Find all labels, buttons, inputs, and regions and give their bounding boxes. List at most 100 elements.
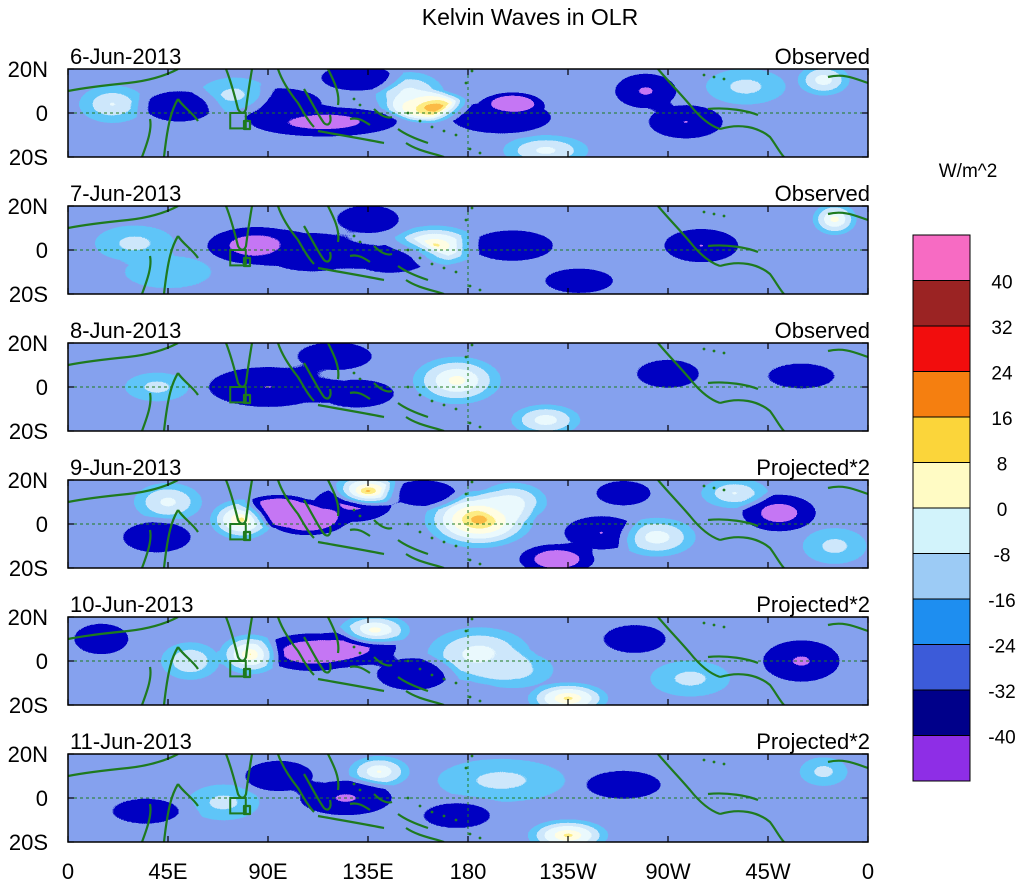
anomaly-blob [379,480,468,511]
panel-mode: Projected*2 [756,592,870,617]
map-panel: 20N 0 20S 6-Jun-2013 Observed [8,44,870,170]
chart-title: Kelvin Waves in OLR [422,4,638,30]
panel-date: 7-Jun-2013 [70,181,181,206]
colorbar-label: -40 [988,728,1015,749]
anomaly-blob [696,69,795,109]
y-tick-label: 20S [9,145,48,170]
y-tick-label: 20S [9,693,48,718]
reference-box [229,797,247,815]
x-tick-label: 0 [62,859,74,884]
colorbar-label: 32 [991,318,1012,339]
y-tick-label: 0 [36,512,48,537]
anomaly-blob [636,99,735,144]
reference-box [229,249,247,267]
colorbar-swatch [912,234,971,281]
panel-date: 6-Jun-2013 [70,44,181,69]
x-tick-label: 135W [539,859,597,884]
panel-mode: Projected*2 [756,729,870,754]
y-tick-label: 0 [36,649,48,674]
anomaly-blob [276,343,394,379]
panel-mode: Observed [775,181,870,206]
anomaly-blob [584,480,663,511]
y-tick-label: 20S [9,830,48,855]
anomaly-blob [463,647,562,692]
colorbar-label: 24 [991,364,1013,385]
anomaly-blob [398,793,516,838]
anomaly-blob [506,402,585,431]
colorbar-swatch [912,553,971,600]
colorbar-label: 0 [997,500,1008,521]
y-tick-label: 20N [8,331,48,356]
panel-mode: Observed [775,44,870,69]
colorbar-swatch [912,416,971,463]
y-tick-label: 20N [8,57,48,82]
anomaly-blob [795,524,868,568]
anomaly-blob [432,95,570,140]
x-tick-label: 90E [248,859,287,884]
anomaly-blob [794,754,853,790]
panel-date: 9-Jun-2013 [70,455,181,480]
y-tick-label: 20N [8,468,48,493]
reference-box [229,523,247,541]
anomaly-blob [68,617,141,661]
colorbar-label: -8 [994,546,1011,567]
anomaly-blob [453,223,572,268]
y-tick-label: 0 [36,101,48,126]
y-tick-label: 20S [9,282,48,307]
colorbar-label: 8 [997,455,1008,476]
anomaly-blob [108,515,206,560]
colorbar-units: W/m^2 [939,161,998,182]
anomaly-blob [423,754,580,807]
y-tick-label: 0 [36,786,48,811]
colorbar-swatch [912,462,971,509]
reference-box [229,386,247,404]
map-panel: 20N 0 20S 7-Jun-2013 Observed [8,181,870,307]
colorbar-swatch [912,280,971,327]
reference-box [229,112,247,130]
anomaly-blob [363,652,462,697]
anomaly-blob [331,236,449,281]
anomaly-blob [641,656,740,701]
colorbar-swatch [912,644,971,691]
colorbar-label: -24 [988,637,1016,658]
anomaly-blob [207,497,276,542]
colorbar-label: -32 [988,682,1015,703]
y-tick-label: 20N [8,605,48,630]
anomaly-blob [524,817,612,842]
olr-anomaly-field [68,617,868,705]
anomaly-blob [810,206,860,237]
anomaly-blob [619,351,717,396]
panel-mode: Observed [775,318,870,343]
colorbar: -40 -32 -24 -16 -8 0 8 16 24 32 40 [912,234,1016,782]
map-panel: 20N 0 20S 8-Jun-2013 Observed [8,318,870,444]
anomaly-blob [496,132,595,157]
colorbar-label: 16 [991,409,1012,430]
x-tick-label: 0 [862,859,874,884]
colorbar-swatch [912,371,971,418]
y-tick-label: 20S [9,556,48,581]
anomaly-blob [695,480,774,511]
x-tick-label: 135E [342,859,393,884]
anomaly-blob [408,354,506,407]
colorbar-label: 40 [991,273,1012,294]
colorbar-swatch [912,689,971,736]
anomaly-blob [87,789,205,834]
x-tick-label: 45E [148,859,187,884]
colorbar-label: -16 [988,591,1015,612]
anomaly-blob [564,762,683,807]
y-tick-label: 0 [36,238,48,263]
x-tick-label: 180 [450,859,487,884]
colorbar-swatch [912,735,971,782]
anomaly-blob [530,263,628,294]
x-tick-label: 90W [645,859,690,884]
map-panel: 20N 0 20S 10-Jun-2013 Projected*2 [8,592,870,718]
panel-date: 8-Jun-2013 [70,318,181,343]
panels: 20N 0 20S 6-Jun-2013 Observed 20N 0 20S 7-Jun-20… [8,44,870,855]
colorbar-swatch [912,598,971,645]
anomaly-blob [585,617,684,661]
anomaly-blob [216,632,285,677]
anomaly-blob [308,69,406,96]
panel-mode: Projected*2 [756,455,870,480]
anomaly-blob [524,680,612,705]
